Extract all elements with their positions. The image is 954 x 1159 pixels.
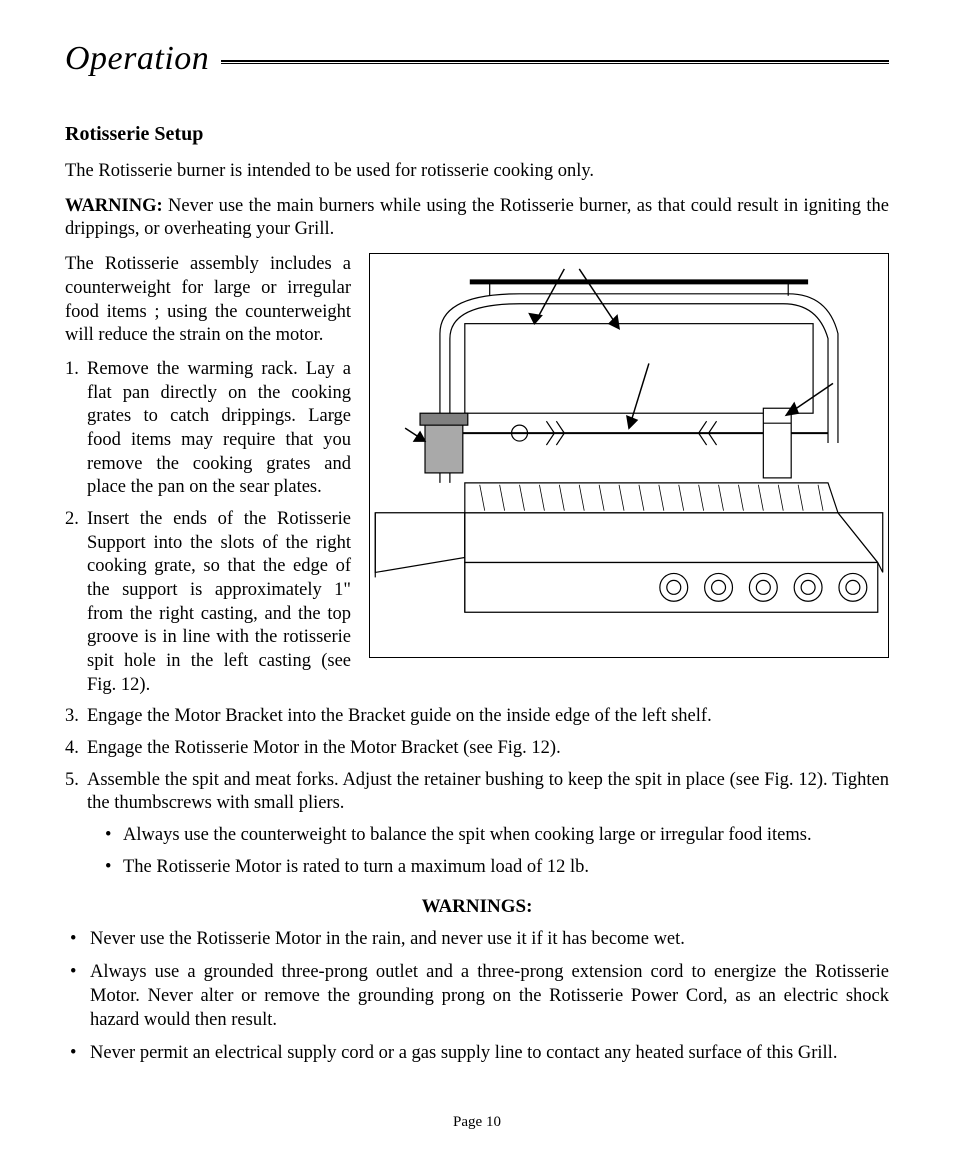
sub-bullets: Always use the counterweight to balance … [65,824,889,879]
page-number: Page 10 [0,1114,954,1131]
step-5: Assemble the spit and meat forks. Adjust… [65,769,889,816]
step-2: Insert the ends of the Rotisserie Suppor… [65,508,363,697]
warning-text: Never use the main burners while using t… [65,196,889,239]
step-1: Remove the warming rack. Lay a flat pan … [65,358,363,500]
warnings-heading: WARNINGS: [65,896,889,918]
rotisserie-figure [369,253,889,658]
header: Operation [65,40,889,78]
header-rule [221,60,889,64]
warning-item-1: Never use the Rotisserie Motor in the ra… [70,928,889,952]
warnings-list: Never use the Rotisserie Motor in the ra… [65,928,889,1066]
step-3: Engage the Motor Bracket into the Bracke… [65,705,889,729]
warning-item-3: Never permit an electrical supply cord o… [70,1042,889,1066]
warning-item-2: Always use a grounded three-prong outlet… [70,961,889,1032]
sub-bullet-2: The Rotisserie Motor is rated to turn a … [105,856,889,880]
warning-label: WARNING: [65,196,163,216]
warning-paragraph: WARNING: Never use the main burners whil… [65,195,889,241]
sub-bullet-1: Always use the counterweight to balance … [105,824,889,848]
subheading: Rotisserie Setup [65,123,889,146]
step-4: Engage the Rotisserie Motor in the Motor… [65,737,889,761]
intro-paragraph: The Rotisserie burner is intended to be … [65,160,889,183]
section-title: Operation [65,40,221,78]
